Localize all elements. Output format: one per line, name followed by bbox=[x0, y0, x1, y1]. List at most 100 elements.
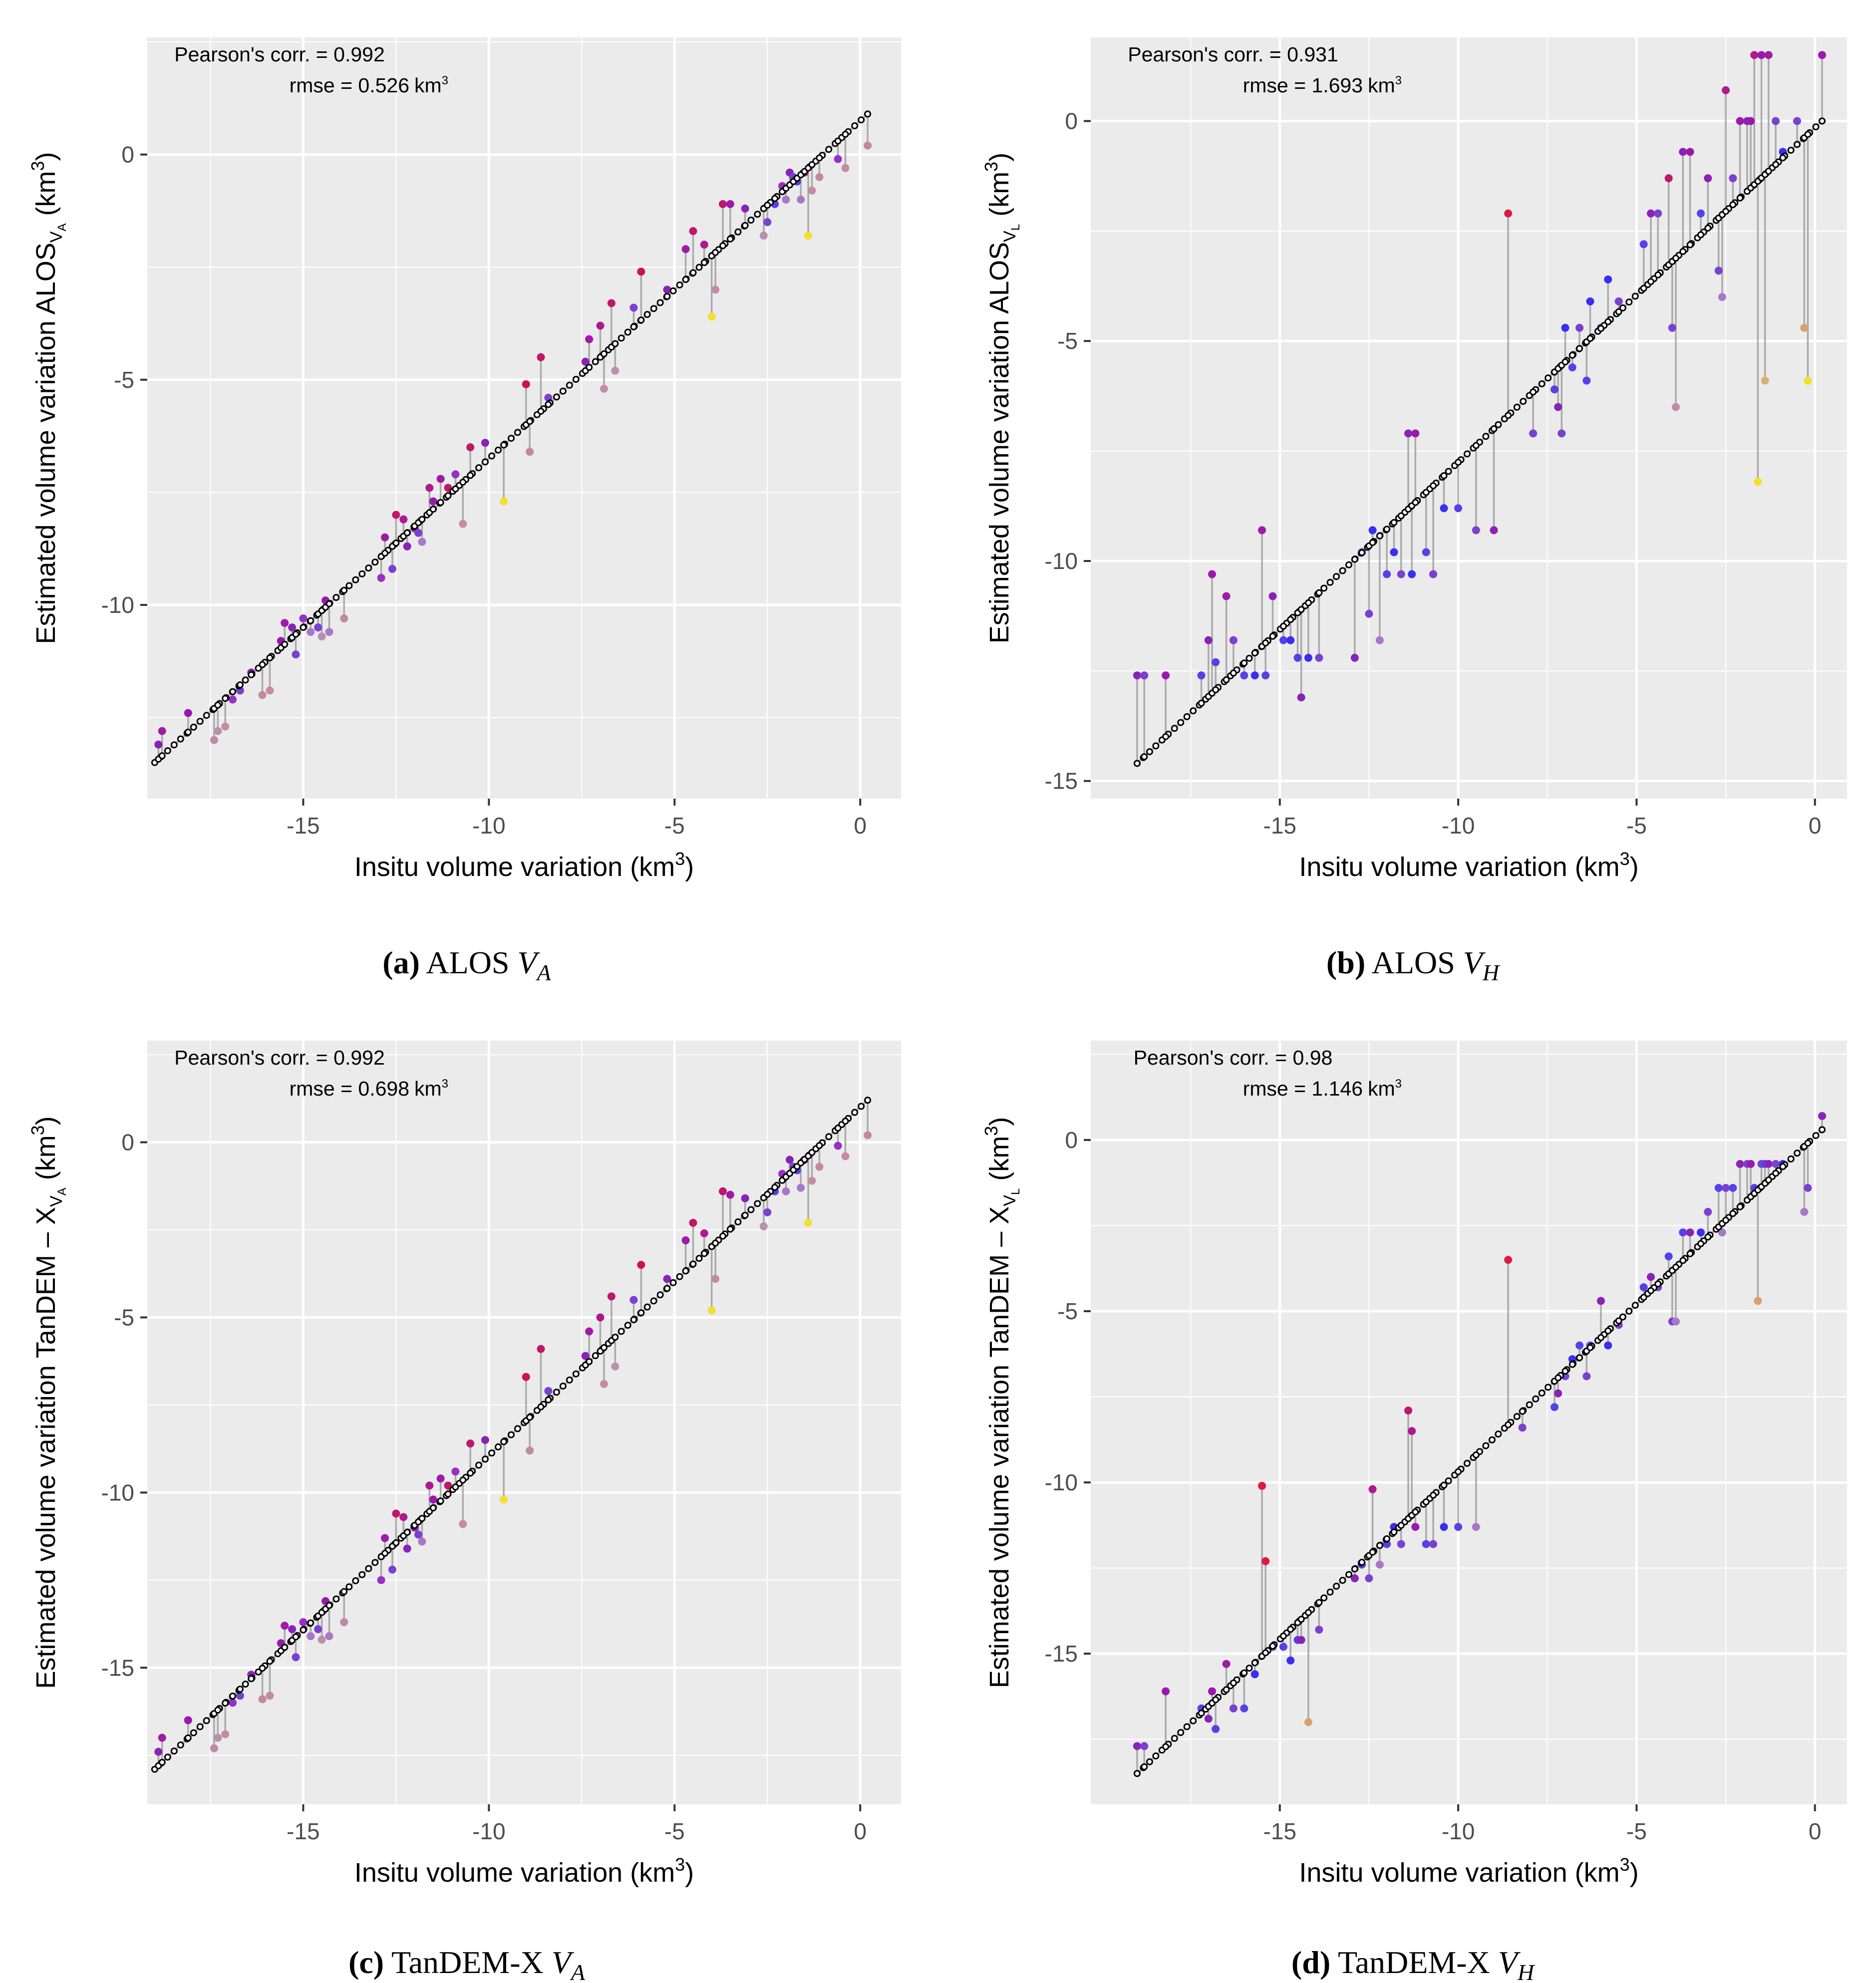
rmse-unit: km3 bbox=[1368, 1077, 1402, 1100]
estimate-point bbox=[399, 1513, 408, 1521]
x-axis-title: Insitu volume variation (km3) bbox=[1299, 849, 1638, 882]
insitu-point bbox=[656, 1291, 664, 1299]
estimate-point bbox=[741, 1194, 749, 1202]
insitu-point bbox=[371, 559, 379, 566]
estimate-point bbox=[221, 1730, 230, 1738]
plot-background bbox=[147, 37, 901, 799]
estimate-point bbox=[1729, 174, 1737, 183]
insitu-point bbox=[1279, 622, 1287, 630]
insitu-point bbox=[177, 735, 184, 743]
insitu-point bbox=[1787, 146, 1795, 154]
estimate-point bbox=[425, 1481, 434, 1490]
plot-background bbox=[1091, 37, 1847, 799]
insitu-point bbox=[1397, 512, 1405, 520]
insitu-point bbox=[418, 516, 426, 523]
insitu-point bbox=[1697, 231, 1705, 239]
estimate-point bbox=[1261, 671, 1270, 680]
estimate-point bbox=[317, 1636, 326, 1644]
insitu-point bbox=[1223, 1686, 1230, 1694]
insitu-point bbox=[624, 328, 631, 336]
insitu-point bbox=[1672, 255, 1679, 262]
estimate-point bbox=[1133, 1742, 1141, 1750]
rmse-unit: km3 bbox=[414, 74, 448, 97]
estimate-point bbox=[1140, 671, 1149, 680]
estimate-point bbox=[1722, 1184, 1730, 1192]
estimate-point bbox=[184, 709, 192, 717]
estimate-point bbox=[726, 200, 734, 208]
estimate-point bbox=[1297, 693, 1305, 702]
insitu-point bbox=[332, 1595, 340, 1603]
insitu-point bbox=[1455, 459, 1462, 466]
insitu-point bbox=[437, 1497, 444, 1505]
insitu-point bbox=[586, 363, 593, 371]
insitu-point bbox=[1269, 1642, 1276, 1650]
insitu-point bbox=[663, 1285, 671, 1292]
insitu-point bbox=[1765, 1176, 1772, 1184]
y-tick-label: -15 bbox=[101, 1655, 134, 1681]
insitu-point bbox=[365, 1565, 372, 1572]
insitu-point bbox=[689, 269, 697, 277]
estimate-point bbox=[1736, 117, 1744, 125]
estimate-point bbox=[797, 195, 805, 204]
insitu-point bbox=[1171, 725, 1178, 732]
estimate-point bbox=[1804, 1184, 1812, 1192]
insitu-point bbox=[1787, 1155, 1795, 1163]
estimate-point bbox=[1472, 1523, 1480, 1531]
insitu-point bbox=[488, 1449, 496, 1457]
estimate-point bbox=[388, 565, 396, 573]
y-tick-label: 0 bbox=[121, 142, 134, 168]
estimate-point bbox=[1697, 209, 1705, 218]
insitu-point bbox=[340, 586, 348, 594]
insitu-point bbox=[537, 407, 545, 415]
insitu-point bbox=[1183, 713, 1191, 720]
estimate-point bbox=[782, 1187, 790, 1195]
estimate-point bbox=[1133, 671, 1141, 680]
insitu-point bbox=[1269, 632, 1276, 640]
insitu-point bbox=[358, 1571, 366, 1578]
insitu-point bbox=[526, 418, 534, 425]
insitu-point bbox=[1369, 539, 1376, 547]
insitu-point bbox=[1597, 1334, 1604, 1341]
insitu-point bbox=[1212, 686, 1220, 694]
estimate-point bbox=[681, 245, 690, 254]
estimate-point bbox=[1586, 297, 1594, 305]
insitu-point bbox=[1358, 549, 1366, 557]
insitu-point bbox=[1545, 1384, 1552, 1391]
insitu-point bbox=[851, 1109, 859, 1116]
insitu-point bbox=[864, 1097, 872, 1104]
x-tick-label: 0 bbox=[1809, 1818, 1822, 1844]
insitu-point bbox=[1422, 1498, 1430, 1506]
insitu-point bbox=[1729, 1210, 1737, 1217]
insitu-point bbox=[467, 472, 474, 479]
x-tick-label: -15 bbox=[287, 813, 319, 839]
insitu-point bbox=[1320, 1594, 1328, 1602]
estimate-point bbox=[1551, 385, 1559, 394]
estimate-point bbox=[459, 520, 467, 528]
insitu-point bbox=[1246, 654, 1253, 662]
estimate-point bbox=[759, 1222, 768, 1230]
insitu-point bbox=[1625, 298, 1633, 306]
estimate-point bbox=[1561, 323, 1569, 332]
insitu-point bbox=[1383, 526, 1391, 533]
estimate-point bbox=[1664, 1252, 1673, 1261]
insitu-point bbox=[1262, 639, 1269, 647]
panel-d: -15 -10 -5 0 -15 -10 -5 0 Pearson's corr. = 0.98… bbox=[981, 1041, 1847, 1983]
estimate-point bbox=[1639, 1283, 1648, 1291]
insitu-point bbox=[248, 1675, 255, 1683]
estimate-point bbox=[689, 1218, 697, 1227]
estimate-point bbox=[1208, 1687, 1216, 1696]
estimate-point bbox=[1261, 1557, 1270, 1565]
estimate-point bbox=[707, 1306, 716, 1315]
insitu-point bbox=[1804, 131, 1812, 138]
insitu-point bbox=[459, 1476, 467, 1484]
estimate-point bbox=[500, 497, 508, 506]
estimate-point bbox=[1718, 293, 1726, 301]
estimate-point bbox=[1704, 1208, 1712, 1216]
estimate-point bbox=[377, 573, 385, 582]
insitu-point bbox=[170, 1747, 178, 1755]
estimate-point bbox=[1804, 376, 1812, 385]
insitu-point bbox=[418, 1515, 426, 1522]
insitu-point bbox=[726, 235, 734, 243]
estimate-point bbox=[325, 628, 333, 636]
y-tick-label: 0 bbox=[1065, 1127, 1078, 1153]
